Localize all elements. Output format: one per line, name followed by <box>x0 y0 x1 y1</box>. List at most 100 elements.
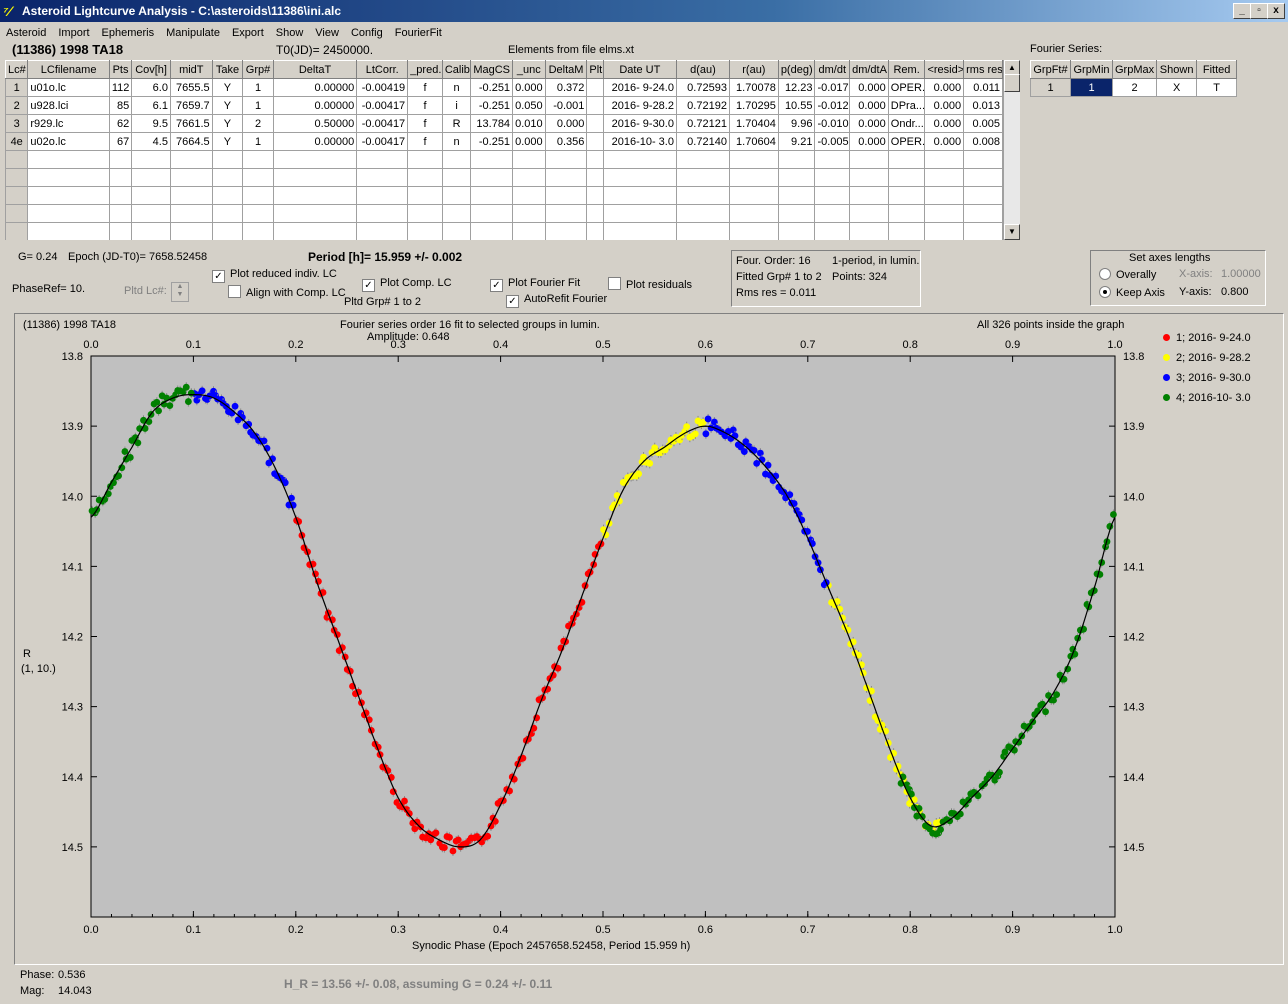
table-cell[interactable]: 0.050 <box>512 96 546 115</box>
table-cell[interactable] <box>814 186 851 205</box>
table-cell[interactable] <box>211 222 244 240</box>
menu-show[interactable]: Show <box>275 27 304 39</box>
y-axis-value[interactable]: 0.800 <box>1221 286 1249 298</box>
table-cell[interactable]: -0.012 <box>814 96 851 115</box>
table-cell[interactable] <box>924 204 965 223</box>
table-cell[interactable]: 0.00000 <box>272 96 358 115</box>
table-cell[interactable]: -0.00417 <box>356 114 409 133</box>
table-cell[interactable] <box>728 186 779 205</box>
table-cell[interactable]: -0.00419 <box>356 78 409 97</box>
table-cell[interactable]: 0.000 <box>512 132 546 151</box>
fourier-cell[interactable]: T <box>1196 78 1238 97</box>
table-cell[interactable]: DPra... <box>887 96 926 115</box>
table-cell[interactable] <box>211 150 244 169</box>
table-cell[interactable] <box>441 222 472 240</box>
table-cell[interactable]: u928.lci <box>27 96 110 115</box>
table-cell[interactable]: 4.5 <box>131 132 171 151</box>
table-cell[interactable] <box>242 222 274 240</box>
table-cell[interactable] <box>407 150 443 169</box>
table-cell[interactable] <box>544 204 588 223</box>
table-cell[interactable] <box>963 204 1003 223</box>
table-cell[interactable]: r929.lc <box>27 114 110 133</box>
table-cell[interactable] <box>849 168 889 187</box>
table-cell[interactable]: 0.000 <box>849 132 889 151</box>
menu-view[interactable]: View <box>315 27 339 39</box>
table-cell[interactable]: 0.372 <box>544 78 588 97</box>
table-row[interactable]: 3 r929.lc 62 9.5 7661.5 Y 2 0.50000 -0.00417 f R 13… <box>5 114 1003 133</box>
menu-ephemeris[interactable]: Ephemeris <box>101 27 155 39</box>
table-cell[interactable] <box>963 150 1003 169</box>
table-cell[interactable] <box>169 150 213 169</box>
column-header[interactable]: <resid> <box>924 60 965 79</box>
maximize-button[interactable]: ▫ <box>1250 3 1268 19</box>
table-cell[interactable]: 6.1 <box>131 96 171 115</box>
table-cell[interactable] <box>814 222 851 240</box>
table-cell[interactable] <box>849 222 889 240</box>
table-cell[interactable] <box>169 168 213 187</box>
table-cell[interactable]: 1.70604 <box>728 132 779 151</box>
menu-manipulate[interactable]: Manipulate <box>166 27 220 39</box>
column-header[interactable]: Cov[h] <box>131 60 171 79</box>
column-header[interactable]: Date UT <box>602 60 677 79</box>
table-cell[interactable] <box>924 168 965 187</box>
row-header[interactable]: 2 <box>5 96 29 115</box>
table-cell[interactable]: 0.00000 <box>272 132 358 151</box>
menu-import[interactable]: Import <box>58 27 90 39</box>
table-cell[interactable]: 9.96 <box>777 114 816 133</box>
table-cell[interactable] <box>169 204 213 223</box>
table-cell[interactable] <box>27 186 110 205</box>
table-cell[interactable] <box>407 222 443 240</box>
table-cell[interactable] <box>586 150 604 169</box>
scroll-thumb[interactable] <box>1004 74 1020 92</box>
table-cell[interactable] <box>169 222 213 240</box>
table-cell[interactable]: -0.00417 <box>356 132 409 151</box>
table-cell[interactable]: -0.017 <box>814 78 851 97</box>
table-cell[interactable] <box>963 168 1003 187</box>
column-header[interactable]: Rem. <box>887 60 926 79</box>
table-cell[interactable]: 0.000 <box>512 78 546 97</box>
table-cell[interactable]: 1.70404 <box>728 114 779 133</box>
table-cell[interactable] <box>470 168 514 187</box>
table-cell[interactable]: n <box>441 78 472 97</box>
table-cell[interactable] <box>963 222 1003 240</box>
table-cell[interactable] <box>602 186 677 205</box>
table-row[interactable] <box>5 150 1003 169</box>
table-cell[interactable]: 67 <box>108 132 133 151</box>
table-cell[interactable] <box>777 222 816 240</box>
table-cell[interactable]: 0.72140 <box>675 132 730 151</box>
radio-icon[interactable] <box>1099 268 1111 280</box>
table-cell[interactable]: Y <box>211 96 244 115</box>
row-header[interactable]: 1 <box>5 78 29 97</box>
radio-selected-icon[interactable] <box>1099 286 1111 298</box>
table-cell[interactable] <box>242 186 274 205</box>
column-header[interactable]: LCfilename <box>27 60 110 79</box>
plot-fourier-checkbox[interactable]: ✓ Plot Fourier Fit <box>490 277 580 292</box>
table-cell[interactable] <box>602 168 677 187</box>
table-cell[interactable] <box>272 204 358 223</box>
checkbox-box[interactable] <box>228 285 241 298</box>
table-cell[interactable] <box>108 150 133 169</box>
table-cell[interactable] <box>777 150 816 169</box>
table-cell[interactable] <box>272 168 358 187</box>
table-cell[interactable]: -0.001 <box>544 96 588 115</box>
table-cell[interactable] <box>887 204 926 223</box>
column-header[interactable]: dm/dtA <box>849 60 889 79</box>
table-cell[interactable] <box>211 204 244 223</box>
column-header[interactable]: _pred. <box>407 60 443 79</box>
table-row[interactable] <box>5 186 1003 205</box>
table-cell[interactable] <box>924 150 965 169</box>
table-cell[interactable]: 85 <box>108 96 133 115</box>
table-cell[interactable] <box>963 186 1003 205</box>
table-cell[interactable] <box>544 186 588 205</box>
table-cell[interactable] <box>169 186 213 205</box>
table-cell[interactable]: 0.50000 <box>272 114 358 133</box>
table-cell[interactable] <box>356 150 409 169</box>
checkbox-box[interactable]: ✓ <box>506 295 519 308</box>
table-cell[interactable]: u01o.lc <box>27 78 110 97</box>
table-cell[interactable] <box>586 114 604 133</box>
table-cell[interactable] <box>887 222 926 240</box>
table-cell[interactable]: -0.251 <box>470 132 514 151</box>
table-cell[interactable]: 2016- 9-24.0 <box>602 78 677 97</box>
table-cell[interactable] <box>586 132 604 151</box>
table-cell[interactable] <box>586 222 604 240</box>
